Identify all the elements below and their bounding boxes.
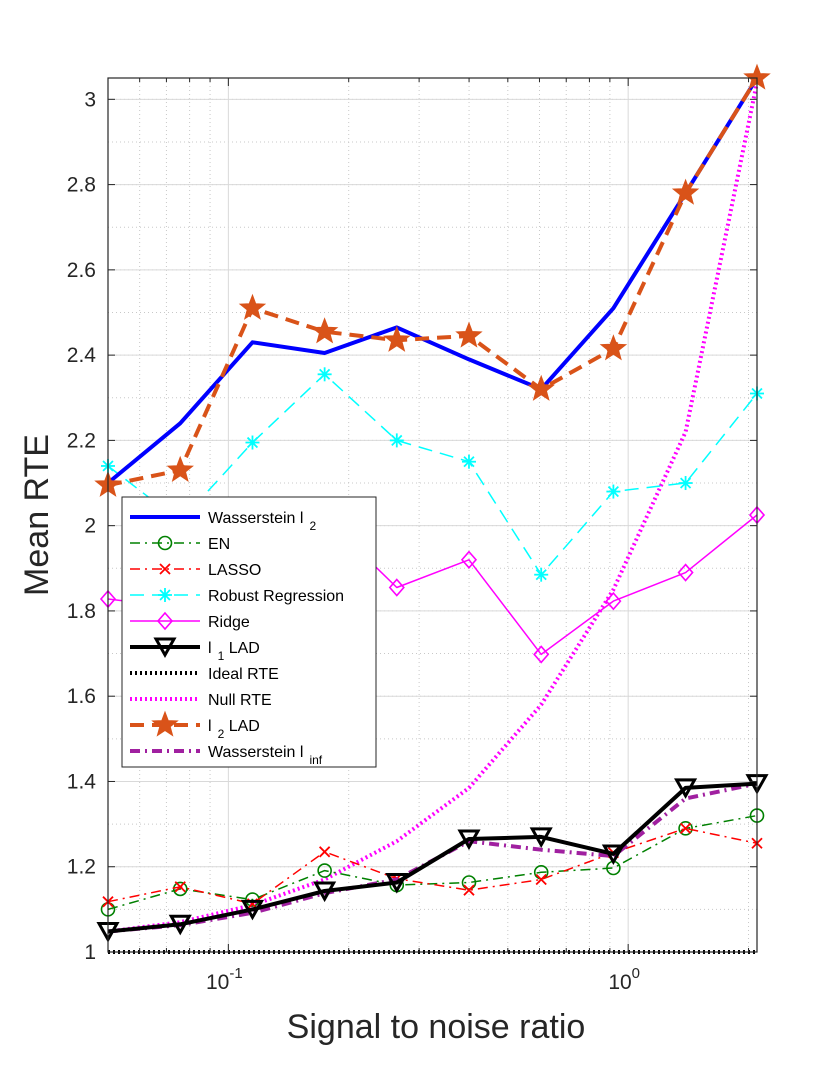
x-tick-label-exponent: -1	[229, 965, 242, 982]
legend-entry-subscript: 2	[309, 519, 316, 533]
legend-entry-label: Null RTE	[208, 692, 272, 709]
data-point	[679, 822, 692, 834]
y-tick-label: 1.4	[67, 770, 97, 793]
data-point	[240, 899, 265, 921]
data-point	[601, 844, 625, 866]
x-tick-label-exponent: 0	[632, 965, 640, 982]
data-point	[534, 567, 549, 582]
data-point	[671, 178, 700, 205]
axes-box	[107, 77, 758, 953]
y-tick-label: 3	[84, 88, 96, 111]
marker-stroke	[318, 846, 331, 858]
marker-stroke	[535, 873, 547, 886]
data-point	[678, 476, 693, 491]
legend-swatch-marker	[158, 588, 172, 602]
y-tick-label: 2.4	[67, 344, 97, 367]
data-point	[318, 846, 331, 858]
series-5	[96, 774, 769, 943]
data-point	[460, 550, 478, 569]
data-point	[385, 873, 409, 894]
series-line	[107, 827, 758, 905]
marker-stroke	[174, 881, 186, 893]
y-tick-label: 1	[84, 941, 96, 964]
series-3	[101, 367, 764, 582]
legend-entry-suffix: LAD	[224, 718, 260, 735]
y-axis-title: Mean RTE	[18, 434, 56, 596]
x-axis-title: Signal to noise ratio	[287, 1008, 586, 1046]
series-0	[106, 76, 759, 485]
marker-stroke	[463, 884, 475, 896]
data-point	[168, 914, 192, 936]
data-point	[533, 645, 550, 664]
legend-entry-label: EN	[208, 536, 230, 553]
data-point	[389, 433, 404, 448]
data-point	[388, 578, 405, 597]
y-tick-label: 2.6	[67, 259, 96, 282]
series-8	[94, 63, 771, 497]
legend-swatch-marker	[156, 611, 174, 631]
data-point	[455, 321, 483, 348]
marker-stroke	[535, 569, 547, 581]
legend-swatch-marker	[157, 535, 173, 551]
y-tick-label: 1.6	[67, 685, 96, 708]
legend-swatch-marker	[153, 637, 177, 659]
marker-stroke	[319, 368, 331, 380]
data-point	[605, 591, 622, 611]
data-point	[383, 325, 411, 352]
data-point	[674, 778, 698, 799]
data-point	[238, 293, 267, 320]
series-line	[107, 81, 759, 934]
series-line	[107, 814, 758, 911]
data-point	[174, 881, 186, 893]
legend-entry-label: Ideal RTE	[208, 666, 279, 683]
legend-entry-subscript: inf	[309, 753, 322, 767]
data-point	[317, 863, 332, 878]
legend-entry-subscript: 1	[218, 649, 225, 663]
marker-stroke	[463, 456, 475, 468]
legend-entry-label: Robust Regression	[208, 588, 344, 605]
data-point	[461, 454, 476, 469]
data-point	[606, 484, 621, 499]
data-point	[245, 435, 260, 450]
data-point	[166, 455, 194, 482]
marker-stroke	[246, 436, 259, 449]
series-line	[106, 76, 759, 485]
marker-stroke	[159, 589, 171, 601]
series-line	[107, 76, 759, 488]
data-point	[677, 563, 694, 582]
data-point	[678, 821, 693, 836]
data-point	[317, 367, 332, 382]
data-point	[310, 317, 339, 344]
y-tick-label: 1.2	[67, 856, 96, 879]
data-point	[172, 881, 188, 897]
marker-stroke	[679, 477, 692, 489]
legend-swatch-marker	[151, 710, 179, 737]
legend-entry-subscript: 2	[218, 727, 225, 741]
y-tick-label: 2.2	[67, 429, 96, 452]
series-line	[107, 373, 758, 576]
marker-stroke	[607, 485, 619, 498]
legend-entry-label: Ridge	[208, 614, 250, 631]
data-point	[457, 829, 481, 851]
marker-stroke	[679, 822, 692, 834]
marker-stroke	[159, 563, 171, 575]
data-point	[527, 374, 555, 401]
data-point	[463, 884, 475, 896]
y-tick-label: 2	[84, 515, 96, 538]
data-point	[535, 873, 547, 886]
y-tick-label: 2.8	[67, 174, 96, 197]
y-tick-label: 1.8	[67, 600, 96, 623]
series-line	[107, 781, 758, 934]
data-point	[599, 334, 628, 361]
data-point	[313, 881, 337, 903]
legend-entry-label: LASSO	[208, 562, 261, 579]
legend-entry-suffix: LAD	[224, 640, 260, 657]
data-point	[529, 827, 553, 848]
series-7	[107, 81, 759, 934]
legend-swatch-marker	[159, 563, 171, 575]
marker-stroke	[391, 434, 403, 446]
